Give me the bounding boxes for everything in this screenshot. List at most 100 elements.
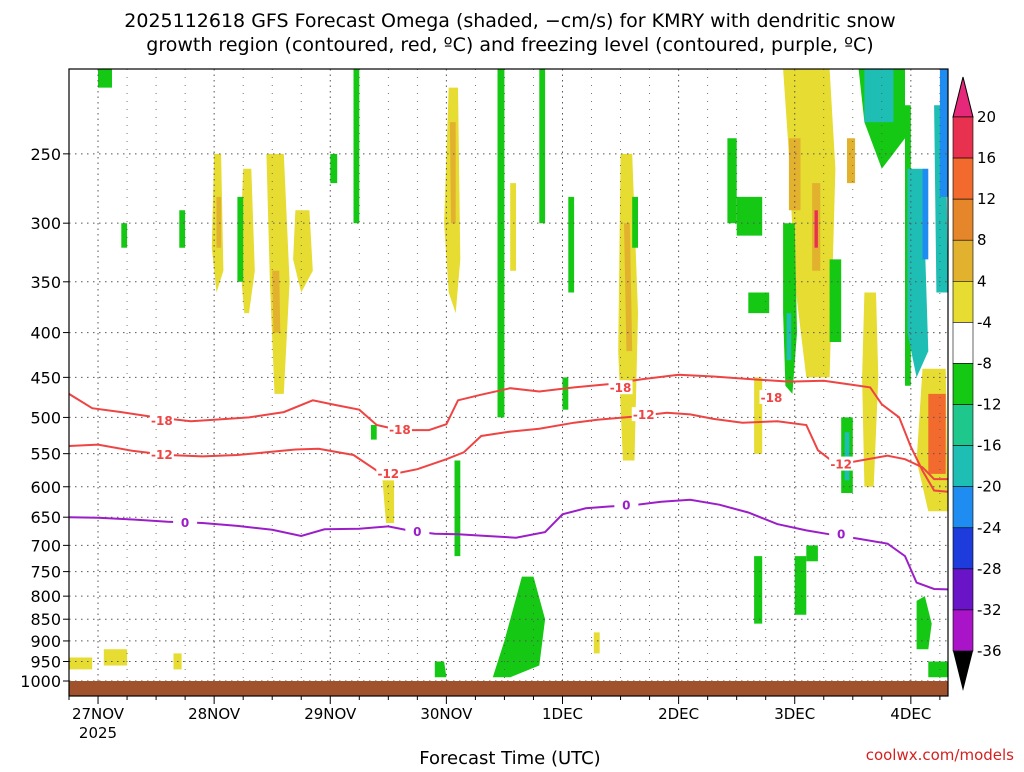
omega-shade-20 (928, 393, 946, 474)
colorbar-label--16: -16 (977, 437, 1002, 455)
colorbar-bin-0 (952, 116, 974, 159)
contour-label-bg (631, 407, 656, 422)
contour-label--18-2: -18 (610, 381, 632, 395)
omega-shade-33 (727, 138, 737, 224)
omega-shade-3 (293, 210, 313, 293)
omega-shade-12 (754, 377, 763, 454)
omega-shade-56 (237, 196, 244, 282)
omega-shade-59 (370, 425, 377, 440)
omega-shade-45 (922, 168, 929, 260)
y-tick-label-450: 450 (30, 368, 61, 387)
omega-shade-36 (783, 223, 797, 394)
omega-shade-31 (539, 69, 546, 224)
colorbar-label--12: -12 (977, 396, 1002, 414)
omega-shade-37 (786, 313, 792, 361)
colorbar-bin-5 (952, 322, 974, 364)
colorbar-bin-3 (952, 239, 974, 282)
omega-shade-25 (497, 69, 505, 418)
omega-shade-5 (216, 196, 222, 248)
colorbar-bin-12 (952, 609, 974, 652)
colorbar-label-16: 16 (977, 149, 996, 167)
omega-shade-21 (69, 657, 93, 670)
y-tick-label-850: 850 (30, 610, 61, 629)
y-tick-label-700: 700 (30, 536, 61, 555)
y-tick-label-300: 300 (30, 214, 61, 233)
contour-label--12-0: -12 (151, 448, 173, 462)
chart-title-line-1: 2025112618 GFS Forecast Omega (shaded, −… (124, 10, 895, 32)
omega-shade-49 (794, 556, 807, 615)
colorbar-bin-9 (952, 486, 974, 529)
contour-label--12-3: -12 (830, 458, 852, 472)
omega-shade-55 (179, 210, 186, 248)
omega-shade-57 (330, 153, 338, 184)
x-tick-label-1DEC: 1DEC (542, 705, 583, 723)
colorbar-bottom-cap (953, 651, 973, 691)
colorbar-bin-7 (952, 404, 974, 446)
y-tick-label-550: 550 (30, 445, 61, 464)
omega-shade-38 (829, 259, 842, 342)
contour-label-0-1: 0 (413, 525, 421, 539)
omega-shade-4 (272, 270, 281, 333)
x-tick-label-28NOV: 28NOV (188, 705, 241, 723)
contour-label-bg (173, 514, 198, 529)
contour-label-bg (759, 389, 784, 404)
colorbar-bin-11 (952, 568, 974, 611)
plot-frame (68, 68, 949, 697)
y-tick-label-500: 500 (30, 408, 61, 427)
x-tick-sublabel: 2025 (79, 724, 117, 742)
y-tick-label-800: 800 (30, 587, 61, 606)
y-tick-label-600: 600 (30, 478, 61, 497)
omega-shade-58 (632, 196, 638, 248)
omega-shade-54 (121, 223, 128, 248)
contour-label-bg (149, 413, 174, 428)
y-tick-label-950: 950 (30, 652, 61, 671)
chart-title-line-2: growth region (contoured, red, ºC) and f… (146, 34, 873, 56)
y-tick-label-650: 650 (30, 508, 61, 527)
contour-label-bg (149, 447, 174, 462)
omega-shade-26 (353, 69, 360, 224)
colorbar-label-4: 4 (977, 272, 987, 290)
colorbar-label-8: 8 (977, 231, 987, 249)
colorbar-label-12: 12 (977, 190, 996, 208)
colorbar-bin-1 (952, 157, 974, 200)
x-axis-label: Forecast Time (UTC) (419, 748, 600, 768)
credit-text: coolwx.com/models (866, 746, 1014, 764)
contour-label-bg (614, 497, 639, 512)
omega-shade-27 (492, 576, 546, 678)
omega-shade-52 (928, 661, 948, 678)
contour-label-bg (829, 456, 854, 471)
colorbar-bin-4 (952, 281, 974, 323)
omega-shade-47 (939, 69, 948, 197)
omega-shade-32 (568, 196, 575, 293)
x-tick-label-3DEC: 3DEC (774, 705, 815, 723)
y-tick-label-250: 250 (30, 145, 61, 164)
omega-shade-16 (814, 210, 818, 248)
omega-shade-29 (454, 460, 461, 557)
y-tick-label-350: 350 (30, 273, 61, 292)
ground-band (69, 681, 948, 696)
omega-shade-34 (736, 196, 763, 236)
omega-shade-51 (916, 596, 932, 650)
colorbar-label--28: -28 (977, 560, 1002, 578)
contour-label--12-1: -12 (377, 467, 399, 481)
x-tick-label-29NOV: 29NOV (304, 705, 357, 723)
y-tick-label-750: 750 (30, 563, 61, 582)
omega-shade-53 (98, 69, 112, 88)
omega-shade-17 (847, 138, 856, 184)
contour-label-bg (608, 380, 633, 395)
contour-label--18-1: -18 (389, 423, 411, 437)
colorbar-label--4: -4 (977, 313, 992, 331)
colorbar-bin-2 (952, 198, 974, 241)
omega-shade-30 (562, 377, 569, 410)
omega-shade-50 (806, 545, 818, 562)
contour-label-0-2: 0 (622, 498, 630, 512)
colorbar-bin-10 (952, 527, 974, 570)
omega-shade-22 (103, 649, 128, 666)
omega-shade-28 (434, 661, 447, 678)
omega-shade-42 (864, 69, 894, 123)
omega-shade-18 (862, 292, 879, 487)
omega-shade-7 (449, 122, 456, 224)
contour-label-0-0: 0 (181, 516, 189, 530)
